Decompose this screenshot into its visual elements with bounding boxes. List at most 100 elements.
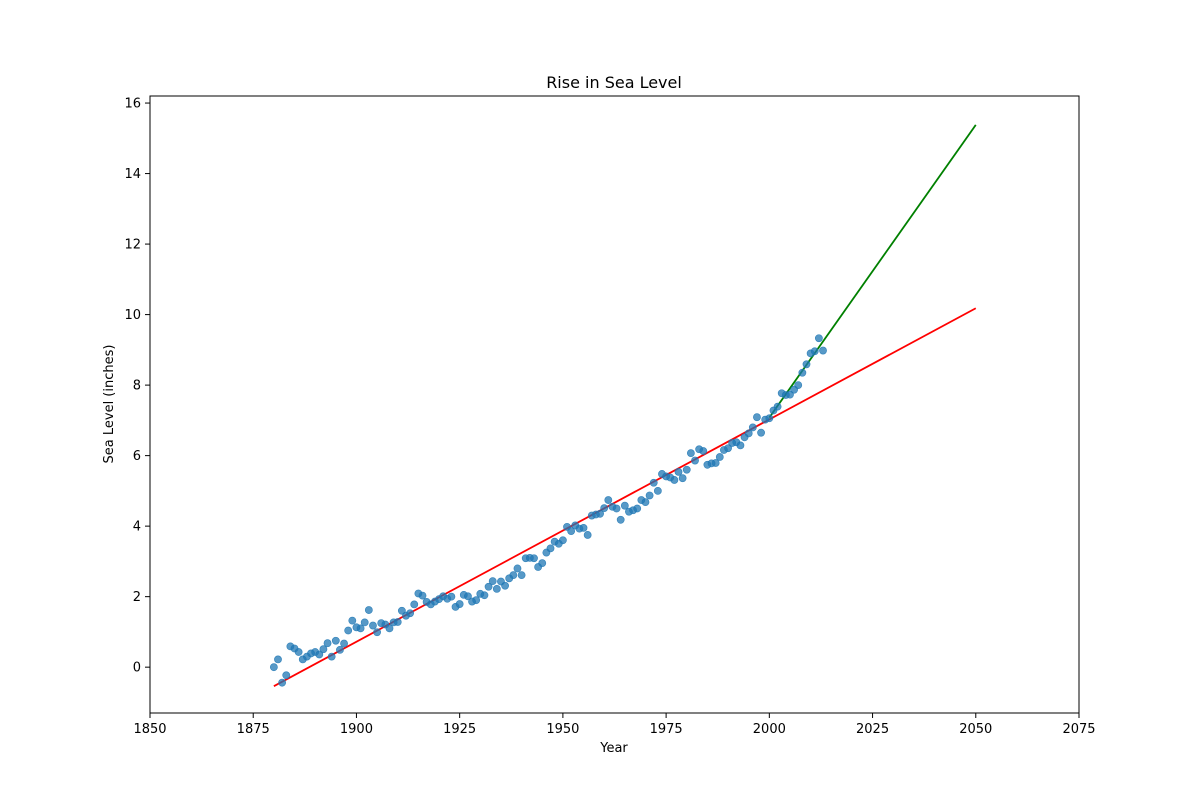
x-tick-label: 1975 (650, 722, 683, 737)
data-point (699, 447, 708, 455)
data-point (455, 600, 464, 608)
data-point (567, 527, 576, 535)
data-points (269, 334, 827, 687)
y-tick-label: 8 (133, 379, 141, 394)
data-point (294, 648, 303, 656)
data-point (336, 645, 344, 654)
data-point (319, 645, 328, 654)
data-point (501, 581, 509, 590)
data-point (786, 390, 794, 399)
data-point (538, 559, 547, 568)
data-point (558, 536, 567, 545)
data-point (274, 655, 282, 664)
data-point (765, 414, 774, 423)
chart-title: Rise in Sea Level (546, 73, 682, 92)
data-point (397, 606, 406, 615)
data-point (600, 504, 609, 513)
data-point (327, 652, 336, 661)
data-point (711, 459, 720, 467)
data-point (488, 577, 497, 586)
data-point (517, 571, 526, 580)
y-tick-label: 16 (124, 97, 141, 112)
data-point (513, 564, 522, 573)
data-point (753, 413, 761, 422)
data-point (348, 616, 357, 625)
data-point (724, 444, 732, 453)
y-axis: 0 2 4 6 8 10 12 14 16 (124, 97, 150, 676)
data-point (344, 626, 353, 635)
data-point (484, 582, 493, 591)
data-point (492, 584, 501, 593)
data-point (331, 636, 340, 645)
data-point (814, 334, 823, 343)
data-point (674, 467, 683, 476)
data-point (645, 491, 654, 500)
data-point (678, 474, 687, 483)
data-point (757, 428, 765, 437)
data-point (773, 402, 782, 411)
data-point (464, 592, 472, 601)
data-point (620, 501, 629, 510)
x-axis-title: Year (599, 741, 628, 756)
data-point (616, 515, 625, 524)
data-point (736, 441, 745, 450)
data-point (282, 671, 291, 680)
plot-area-frame (149, 95, 1080, 714)
data-point (691, 456, 699, 465)
data-point (633, 504, 642, 513)
data-point (802, 360, 811, 369)
data-point (583, 531, 592, 539)
data-point (596, 509, 604, 518)
y-axis-title: Sea Level (inches) (102, 345, 117, 464)
x-tick-label: 2075 (1062, 722, 1095, 737)
x-tick-label: 1925 (443, 722, 476, 737)
data-point (798, 368, 807, 377)
data-point (546, 544, 555, 553)
data-point (670, 476, 679, 484)
data-point (649, 478, 658, 487)
data-point (794, 381, 803, 390)
data-point (340, 639, 348, 648)
fit-line (768, 124, 977, 419)
data-point (715, 453, 724, 461)
data-point (509, 571, 518, 580)
data-point (418, 591, 427, 600)
data-point (744, 429, 753, 438)
data-point (612, 504, 621, 513)
data-point (641, 498, 650, 507)
y-tick-label: 14 (124, 167, 141, 182)
data-point (819, 346, 827, 355)
data-point (682, 465, 691, 474)
data-point (278, 678, 287, 687)
data-point (604, 496, 613, 504)
fit-lines (273, 124, 977, 687)
data-point (653, 486, 662, 495)
data-point (323, 639, 332, 648)
data-point (472, 596, 481, 605)
y-tick-label: 12 (124, 238, 141, 253)
data-point (480, 591, 489, 600)
data-point (406, 609, 415, 618)
data-point (369, 621, 377, 630)
data-point (748, 423, 757, 432)
data-point (410, 600, 419, 609)
data-point (385, 624, 394, 633)
data-point (579, 524, 588, 532)
y-tick-label: 0 (133, 661, 141, 676)
data-point (356, 624, 365, 633)
data-point (315, 650, 324, 659)
y-tick-label: 4 (133, 520, 141, 535)
data-point (686, 449, 695, 458)
data-point (269, 663, 278, 672)
x-tick-label: 2000 (753, 722, 786, 737)
y-tick-label: 6 (133, 449, 141, 464)
data-point (393, 618, 402, 626)
x-tick-label: 2050 (959, 722, 992, 737)
x-tick-label: 1875 (237, 722, 270, 737)
x-tick-label: 1950 (546, 722, 579, 737)
data-point (360, 618, 369, 627)
y-tick-label: 10 (124, 308, 141, 323)
x-axis: 1850 1875 1900 1925 1950 1975 2000 2025 2050 2075 (133, 713, 1096, 737)
